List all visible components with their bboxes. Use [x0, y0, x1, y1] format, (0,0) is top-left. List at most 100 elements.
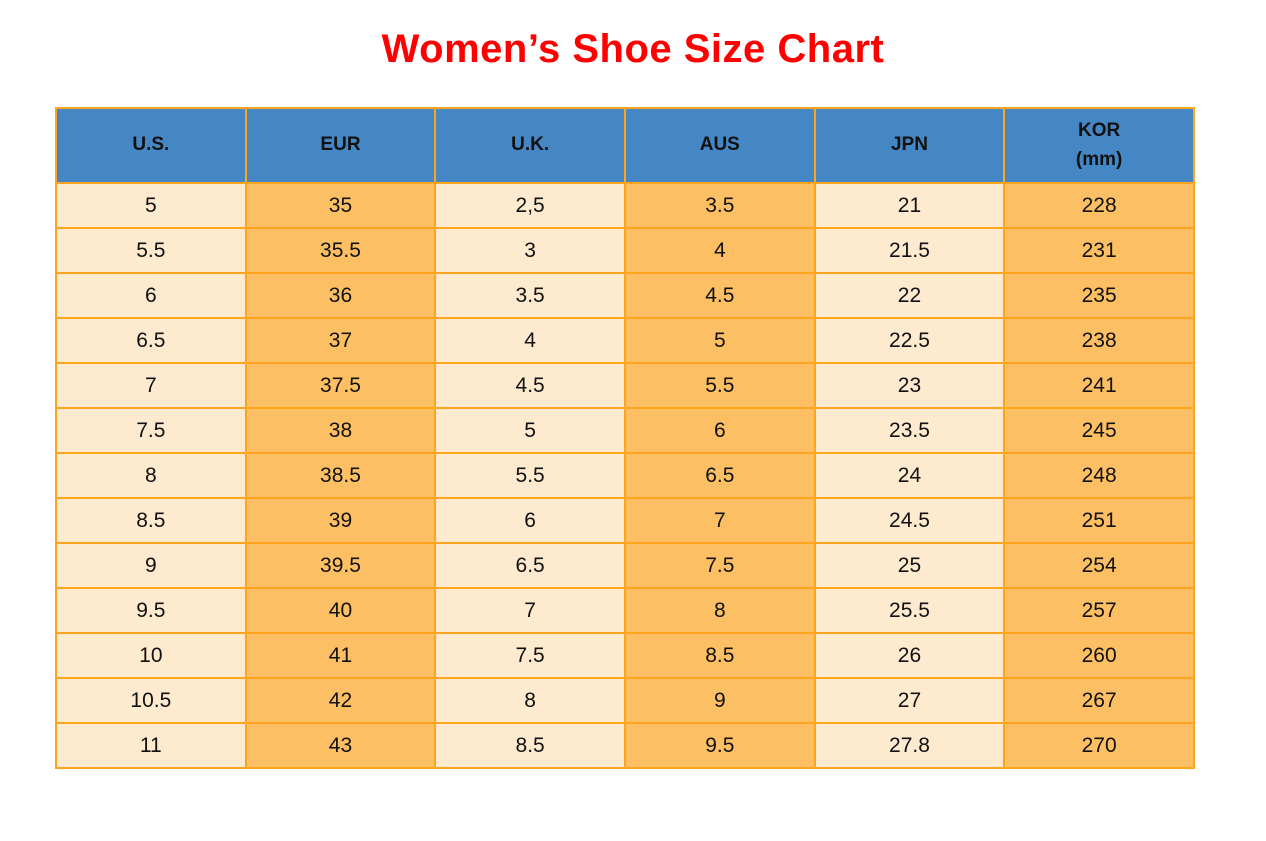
table-cell: 10.5: [55, 677, 247, 724]
table-cell: 5.5: [434, 452, 626, 499]
table-cell: 8.5: [55, 497, 247, 544]
table-row: 5 35 2,5 3.5 21 228: [55, 182, 1195, 229]
column-header-label: JPN: [890, 134, 928, 156]
table-cell: 21.5: [813, 227, 1006, 274]
table-cell: 37.5: [244, 362, 437, 409]
table-cell: 251: [1003, 497, 1195, 544]
table-row: 11 43 8.5 9.5 27.8 270: [55, 722, 1195, 769]
table-cell: 235: [1003, 272, 1195, 319]
table-cell: 6.5: [623, 452, 816, 499]
table-cell: 42: [244, 677, 437, 724]
table-cell: 7.5: [623, 542, 816, 589]
table-cell: 4.5: [434, 362, 626, 409]
table-row: 6.5 37 4 5 22.5 238: [55, 317, 1195, 364]
table-row: 7 37.5 4.5 5.5 23 241: [55, 362, 1195, 409]
table-cell: 35: [244, 182, 437, 229]
table-row: 6 36 3.5 4.5 22 235: [55, 272, 1195, 319]
table-cell: 27: [813, 677, 1006, 724]
column-header-label: U.K.: [511, 134, 550, 156]
column-header-eur: EUR: [244, 107, 437, 184]
table-cell: 8: [55, 452, 247, 499]
table-cell: 5.5: [623, 362, 816, 409]
table-cell: 8: [623, 587, 816, 634]
table-cell: 23: [813, 362, 1006, 409]
table-cell: 245: [1003, 407, 1195, 454]
table-cell: 7: [623, 497, 816, 544]
table-cell: 22.5: [813, 317, 1006, 364]
column-header-sublabel: (mm): [1075, 148, 1123, 170]
table-cell: 25: [813, 542, 1006, 589]
table-row: 8 38.5 5.5 6.5 24 248: [55, 452, 1195, 499]
size-chart-table: U.S. EUR U.K. AUS JPN KOR (mm) 5 35 2,5 3.5 21 228 5…: [55, 107, 1195, 769]
table-cell: 24.5: [813, 497, 1006, 544]
table-row: 10 41 7.5 8.5 26 260: [55, 632, 1195, 679]
table-cell: 38.5: [244, 452, 437, 499]
table-cell: 6: [623, 407, 816, 454]
table-cell: 231: [1003, 227, 1195, 274]
table-cell: 36: [244, 272, 437, 319]
table-cell: 8.5: [623, 632, 816, 679]
table-cell: 241: [1003, 362, 1195, 409]
table-cell: 7.5: [434, 632, 626, 679]
table-cell: 8.5: [434, 722, 626, 769]
table-cell: 43: [244, 722, 437, 769]
table-cell: 7: [55, 362, 247, 409]
table-cell: 5.5: [55, 227, 247, 274]
table-cell: 24: [813, 452, 1006, 499]
table-cell: 27.8: [813, 722, 1006, 769]
table-cell: 6: [434, 497, 626, 544]
table-cell: 10: [55, 632, 247, 679]
table-cell: 7: [434, 587, 626, 634]
table-cell: 5: [434, 407, 626, 454]
table-cell: 8: [434, 677, 626, 724]
table-cell: 39: [244, 497, 437, 544]
table-row: 8.5 39 6 7 24.5 251: [55, 497, 1195, 544]
table-cell: 41: [244, 632, 437, 679]
column-header-label: AUS: [699, 134, 740, 156]
table-body: 5 35 2,5 3.5 21 228 5.5 35.5 3 4 21.5 231 6 36 3.5 4.5 2…: [55, 182, 1195, 769]
table-cell: 26: [813, 632, 1006, 679]
page-title: Women’s Shoe Size Chart: [381, 27, 885, 71]
table-cell: 6.5: [55, 317, 247, 364]
table-header: U.S. EUR U.K. AUS JPN KOR (mm): [55, 107, 1195, 184]
table-cell: 5: [55, 182, 247, 229]
table-cell: 9: [55, 542, 247, 589]
table-cell: 4: [623, 227, 816, 274]
table-cell: 260: [1003, 632, 1195, 679]
table-cell: 9: [623, 677, 816, 724]
table-cell: 238: [1003, 317, 1195, 364]
table-cell: 6.5: [434, 542, 626, 589]
column-header-kor: KOR (mm): [1003, 107, 1195, 184]
table-cell: 9.5: [55, 587, 247, 634]
table-row: 10.5 42 8 9 27 267: [55, 677, 1195, 724]
column-header-label: EUR: [320, 134, 361, 156]
table-cell: 270: [1003, 722, 1195, 769]
table-cell: 2,5: [434, 182, 626, 229]
column-header-jpn: JPN: [813, 107, 1006, 184]
table-cell: 3: [434, 227, 626, 274]
table-cell: 4.5: [623, 272, 816, 319]
table-cell: 38: [244, 407, 437, 454]
column-header-label: U.S.: [132, 134, 170, 156]
table-cell: 23.5: [813, 407, 1006, 454]
table-cell: 3.5: [623, 182, 816, 229]
column-header-aus: AUS: [623, 107, 816, 184]
column-header-us: U.S.: [55, 107, 247, 184]
header-row: U.S. EUR U.K. AUS JPN KOR (mm): [55, 107, 1195, 184]
column-header-label: KOR: [1078, 120, 1121, 141]
table-cell: 40: [244, 587, 437, 634]
table-cell: 9.5: [623, 722, 816, 769]
table-cell: 5: [623, 317, 816, 364]
column-header-uk: U.K.: [434, 107, 626, 184]
table-cell: 267: [1003, 677, 1195, 724]
table-row: 9.5 40 7 8 25.5 257: [55, 587, 1195, 634]
table-cell: 35.5: [244, 227, 437, 274]
table-row: 9 39.5 6.5 7.5 25 254: [55, 542, 1195, 589]
table-cell: 228: [1003, 182, 1195, 229]
table-cell: 3.5: [434, 272, 626, 319]
table-cell: 39.5: [244, 542, 437, 589]
table-cell: 21: [813, 182, 1006, 229]
table-cell: 22: [813, 272, 1006, 319]
table-cell: 254: [1003, 542, 1195, 589]
table-cell: 25.5: [813, 587, 1006, 634]
